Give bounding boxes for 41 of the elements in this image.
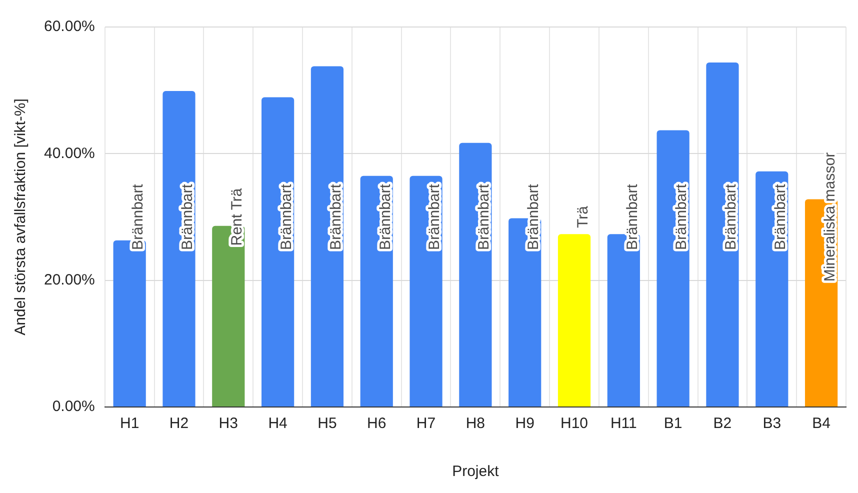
y-tick-label: 20.00%	[44, 271, 95, 288]
x-tick-label: B4	[812, 415, 830, 432]
data-label: Brännbart	[524, 183, 542, 250]
x-axis-title: Projekt	[452, 463, 500, 480]
x-tick-label: B2	[713, 415, 732, 432]
x-tick-label: B1	[664, 415, 682, 432]
bar	[262, 97, 294, 406]
y-tick-label: 40.00%	[44, 144, 95, 162]
data-label: Rent Trä	[228, 188, 246, 246]
bar	[558, 234, 591, 406]
x-tick-label: H3	[218, 415, 238, 432]
x-tick-label: H10	[560, 415, 588, 432]
x-tick-label: H11	[610, 415, 637, 432]
x-tick-label: B3	[762, 415, 782, 432]
bar	[310, 66, 344, 406]
y-tick-label: 60.00%	[44, 18, 95, 36]
y-tick-label: 0.00%	[52, 398, 95, 416]
data-label: Trä	[574, 205, 592, 228]
data-label: Brännbart	[772, 183, 790, 250]
x-tick-label: H2	[169, 415, 189, 432]
data-label: Brännbart	[376, 183, 394, 250]
x-tick-label: H6	[367, 415, 386, 432]
bar	[706, 62, 739, 406]
x-tick-label: H5	[318, 415, 337, 432]
data-label: Brännbart	[476, 183, 493, 250]
bar	[162, 90, 196, 406]
data-label: Brännbart	[179, 183, 196, 250]
x-tick-label: H1	[120, 415, 140, 432]
x-tick-label: H9	[515, 415, 534, 432]
x-tick-label: H4	[268, 415, 288, 432]
x-tick-label: H7	[416, 415, 436, 432]
data-label: Brännbart	[130, 183, 147, 250]
data-label: Brännbart	[722, 183, 740, 250]
y-axis-title: Andel största avfallsfraktion [vikt-%]	[12, 98, 30, 336]
data-label: Brännbart	[673, 183, 690, 250]
x-tick-label: H8	[466, 415, 486, 432]
data-label: Brännbart	[327, 183, 344, 250]
data-label: Mineraliska massor	[821, 152, 838, 282]
data-label: Brännbart	[426, 183, 444, 250]
data-label: Brännbart	[278, 183, 295, 250]
data-label: Brännbart	[624, 183, 641, 250]
